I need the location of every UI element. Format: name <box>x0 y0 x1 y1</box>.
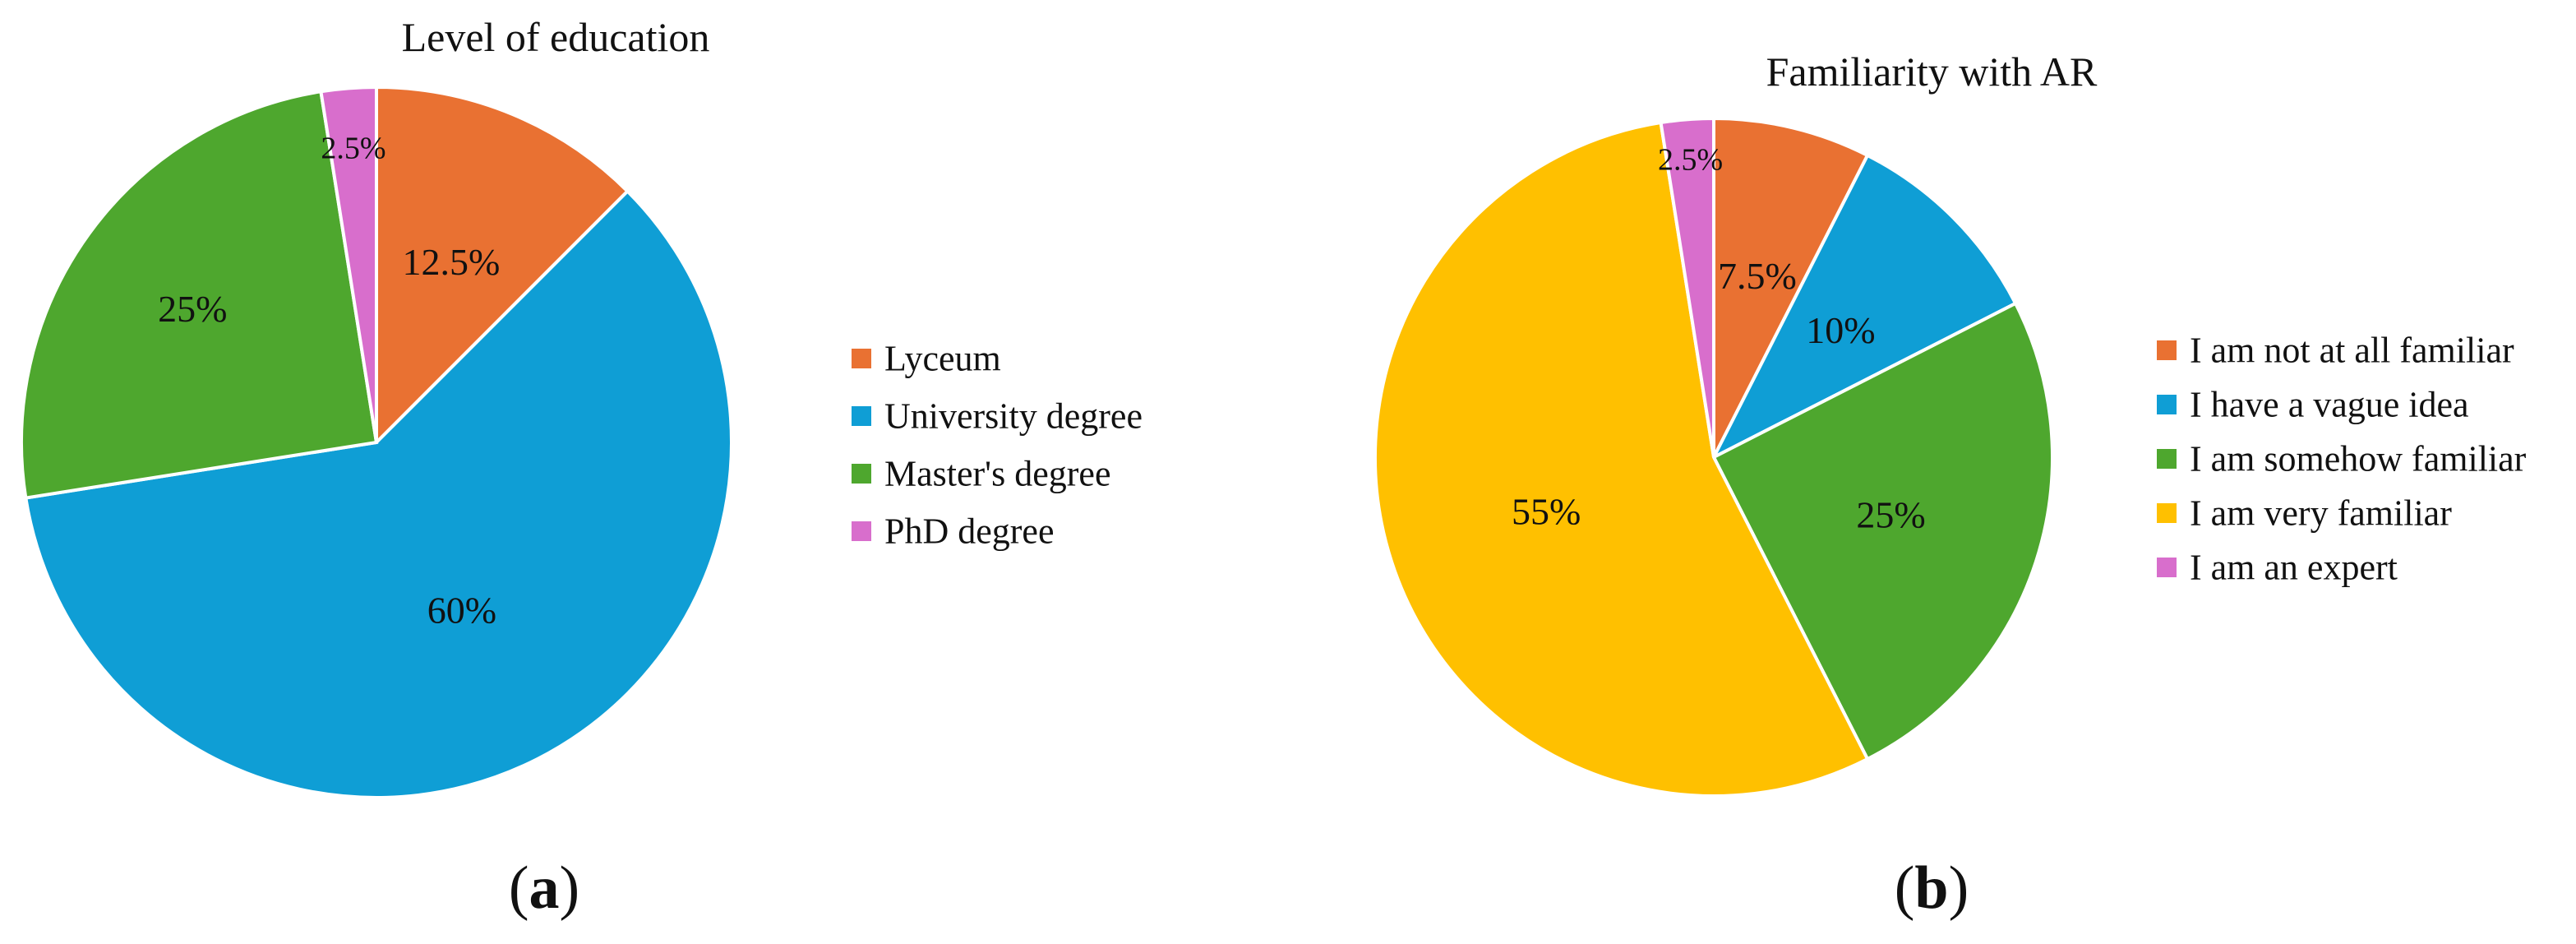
legend-swatch <box>852 349 871 368</box>
legend-item-i-have-a-vague-idea: I have a vague idea <box>2157 385 2469 425</box>
pie-slice-phd-degree <box>319 85 378 443</box>
legend-item-i-am-not-at-all-familiar: I am not at all familiar <box>2157 331 2514 371</box>
legend-item-lyceum: Lyceum <box>852 339 1001 379</box>
legend-swatch <box>2157 558 2177 577</box>
legend-label: PhD degree <box>884 511 1055 552</box>
legend-swatch <box>2157 340 2177 360</box>
pie-slice-i-am-very-familiar <box>1373 120 1870 798</box>
legend-label: I am very familiar <box>2190 493 2452 534</box>
pie-slice-i-am-an-expert <box>1659 116 1715 458</box>
data-label-i-am-somehow-familiar: 25% <box>1856 494 1925 536</box>
data-label-i-have-a-vague-idea: 10% <box>1806 309 1875 351</box>
data-label-i-am-very-familiar: 55% <box>1512 491 1581 533</box>
chart-b-title: Familiarity with AR <box>1766 49 2098 95</box>
caption-b: (b) <box>1895 854 1969 922</box>
legend-label: I am somehow familiar <box>2190 439 2527 479</box>
legend-swatch <box>852 464 871 484</box>
pie-a: 12.5% 60% 25% 2.5% <box>20 85 733 799</box>
legend-item-university-degree: University degree <box>852 396 1143 437</box>
legend-item-i-am-somehow-familiar: I am somehow familiar <box>2157 439 2527 479</box>
legend-swatch <box>2157 503 2177 523</box>
legend-label: I am an expert <box>2190 548 2398 588</box>
legend-label: I have a vague idea <box>2190 385 2469 425</box>
legend-item-phd-degree: PhD degree <box>852 511 1055 552</box>
pie-slice-master-s-degree <box>20 90 379 500</box>
caption-a: (a) <box>509 854 579 922</box>
legend-label: I am not at all familiar <box>2190 331 2514 371</box>
pie-slice-i-am-somehow-familiar <box>1711 301 2054 761</box>
legend-label: Master's degree <box>884 454 1110 494</box>
pie-slice-university-degree <box>24 188 733 799</box>
legend-a: Lyceum University degree Master's degree Ph… <box>852 339 1143 552</box>
chart-a-title: Level of education <box>402 14 710 60</box>
pie-slice-i-am-not-at-all-familiar <box>1712 116 1870 458</box>
data-label-phd-degree: 2.5% <box>321 132 385 166</box>
legend-item-i-am-very-familiar: I am very familiar <box>2157 493 2452 534</box>
pie-slice-lyceum <box>375 85 630 447</box>
legend-swatch <box>852 406 871 426</box>
pie-slice-i-have-a-vague-idea <box>1710 153 2018 461</box>
legend-label: University degree <box>884 396 1143 437</box>
legend-swatch <box>852 521 871 541</box>
data-label-university-degree: 60% <box>427 590 496 632</box>
legend-swatch <box>2157 395 2177 414</box>
legend-item-i-am-an-expert: I am an expert <box>2157 548 2398 588</box>
panel-a: Level of education 12.5% 60% 25% 2.5% Lyceu… <box>20 14 1143 922</box>
legend-b: I am not at all familiar I have a vague i… <box>2157 331 2527 588</box>
data-label-master-s-degree: 25% <box>158 288 227 330</box>
panel-b: Familiarity with AR 7.5%10% 25% 55% 2.5% I … <box>1373 49 2527 922</box>
data-label-lyceum: 12.5% <box>402 241 500 283</box>
pie-b: 7.5%10% 25% 55% 2.5% <box>1373 116 2054 798</box>
legend-label: Lyceum <box>884 339 1001 379</box>
legend-item-master-s-degree: Master's degree <box>852 454 1110 494</box>
legend-swatch <box>2157 449 2177 469</box>
data-label-i-am-an-expert: 2.5% <box>1658 143 1723 178</box>
data-label-i-am-not-at-all-familiar: 7.5% <box>1718 255 1797 297</box>
